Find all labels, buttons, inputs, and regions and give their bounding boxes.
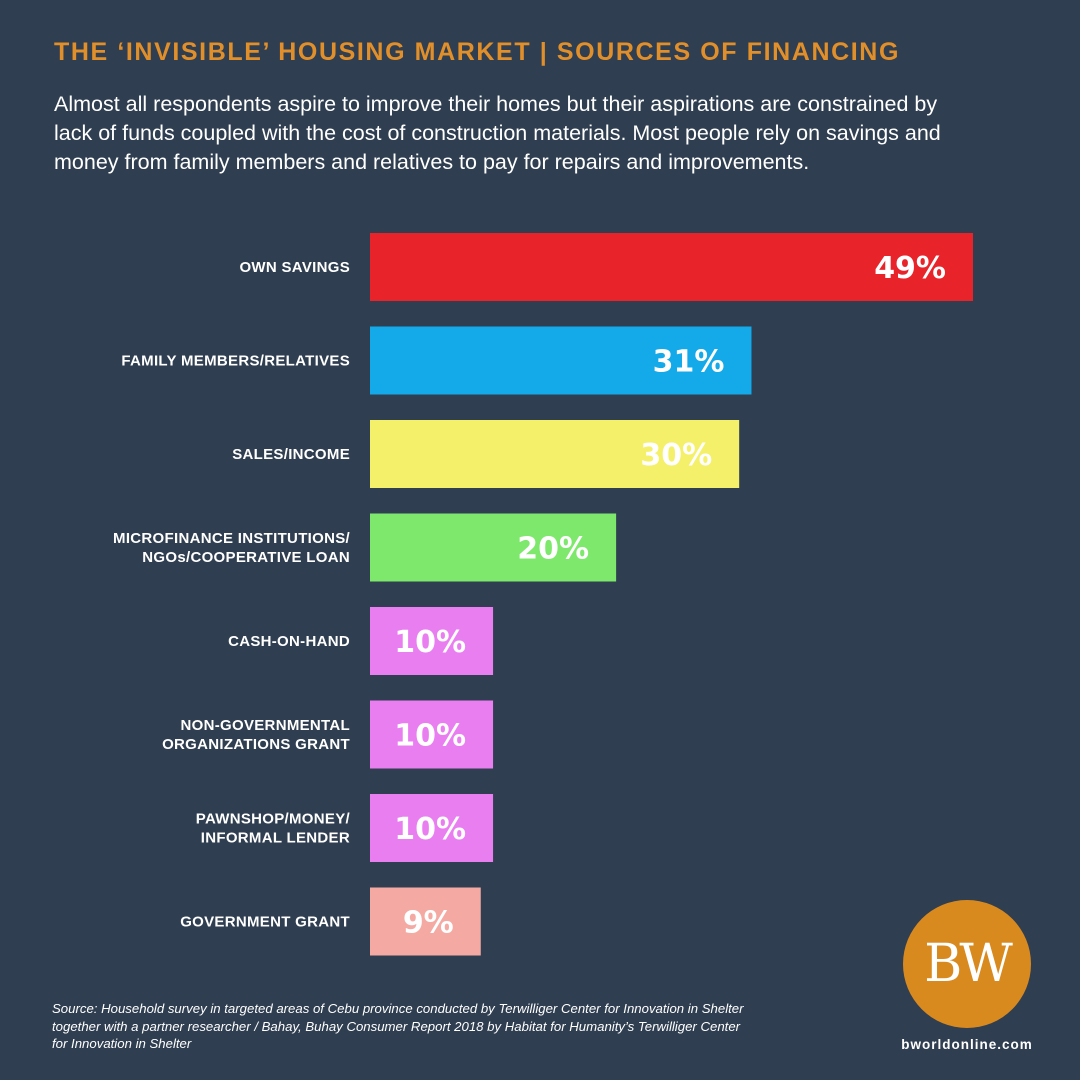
value-label-3: 30% bbox=[640, 438, 712, 473]
value-label-5: 10% bbox=[394, 625, 466, 660]
category-label-2: FAMILY MEMBERS/RELATIVES bbox=[121, 353, 350, 370]
category-label-4-line-2: NGOs/COOPERATIVE LOAN bbox=[142, 549, 350, 566]
category-label-6-line-1: NON-GOVERNMENTAL bbox=[180, 717, 350, 734]
category-label-4-line-1: MICROFINANCE INSTITUTIONS/ bbox=[113, 530, 350, 547]
value-label-4: 20% bbox=[517, 532, 589, 567]
category-label-7-line-2: INFORMAL LENDER bbox=[201, 830, 350, 847]
logo-text: BW bbox=[924, 934, 1013, 994]
bars-layer: 49% OWN SAVINGS 31% FAMILY MEMBERS/RELATIVE… bbox=[113, 233, 973, 956]
bar-2 bbox=[370, 326, 752, 395]
bar-7 bbox=[370, 794, 494, 862]
category-label-5: CASH-ON-HAND bbox=[228, 633, 350, 650]
bar-5 bbox=[370, 607, 494, 675]
category-label-1: OWN SAVINGS bbox=[239, 259, 350, 276]
category-label-6-line-2: ORGANIZATIONS GRANT bbox=[162, 736, 350, 753]
value-label-8: 9% bbox=[403, 906, 454, 941]
bar-chart: 49% OWN SAVINGS 31% FAMILY MEMBERS/RELATIVE… bbox=[113, 233, 973, 956]
bar-1 bbox=[370, 233, 973, 301]
bar-8 bbox=[370, 887, 481, 956]
value-label-2: 31% bbox=[653, 345, 725, 380]
bw-logo: BW bbox=[903, 900, 1031, 1028]
value-label-6: 10% bbox=[394, 719, 466, 754]
value-label-1: 49% bbox=[874, 251, 946, 286]
category-label-3: SALES/INCOME bbox=[232, 446, 350, 463]
chart-subtitle: Almost all respondents aspire to improve… bbox=[54, 92, 941, 174]
bar-6 bbox=[370, 700, 494, 769]
source-note: Source: Household survey in targeted are… bbox=[52, 1001, 744, 1051]
category-label-7-line-1: PAWNSHOP/MONEY/ bbox=[196, 811, 351, 828]
website-url: bworldonline.com bbox=[901, 1037, 1033, 1052]
bar-4 bbox=[370, 513, 617, 582]
chart-title: THE ‘INVISIBLE’ HOUSING MARKET | SOURCES… bbox=[54, 38, 901, 66]
category-label-8: GOVERNMENT GRANT bbox=[180, 914, 350, 931]
bar-3 bbox=[370, 420, 740, 488]
value-label-7: 10% bbox=[394, 812, 466, 847]
